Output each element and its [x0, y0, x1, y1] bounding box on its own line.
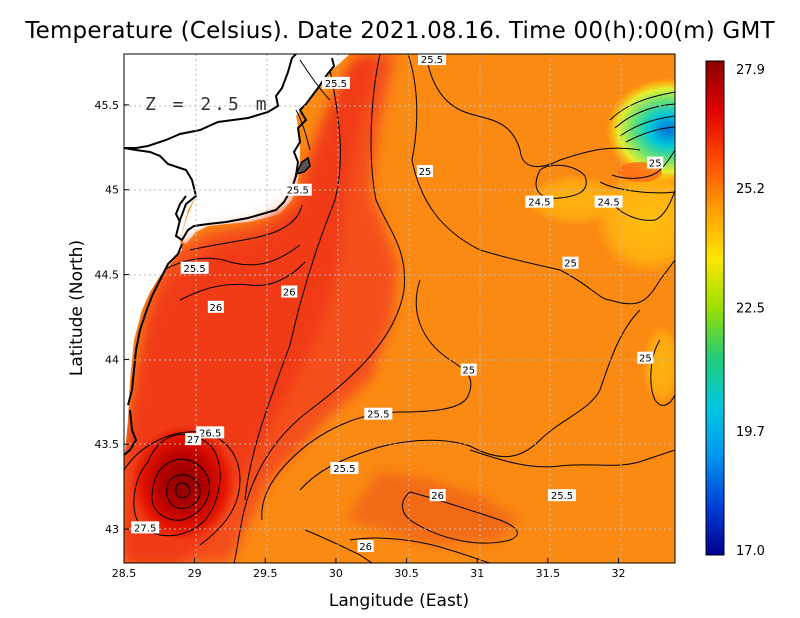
contour-label-bg	[460, 363, 477, 376]
colorbar-tick-label: 22.5	[736, 301, 765, 316]
contour-label-bg	[416, 165, 433, 178]
contour-label-bg	[637, 351, 654, 364]
contour-label: 24.5	[528, 198, 550, 209]
warm-tongue	[345, 470, 520, 545]
y-axis: 43 43.5 44 44.5 45 45.5	[95, 99, 129, 536]
contour-label-bg	[417, 54, 446, 66]
contour-label: 26	[431, 491, 444, 502]
contour-label: 26	[283, 288, 296, 299]
x-tick-label: 32	[611, 567, 625, 580]
contour-label: 25.5	[325, 79, 347, 90]
y-tick-label: 45.5	[95, 99, 120, 112]
x-tick-label: 30.5	[394, 567, 419, 580]
cool-patch-3	[642, 325, 675, 405]
contour-label: 25	[462, 366, 475, 377]
cold-eddy	[606, 78, 675, 182]
contour-label: 24.5	[597, 198, 619, 209]
contour-label: 26	[359, 542, 372, 553]
contour-label-bg	[283, 183, 312, 196]
x-tick-label: 31	[470, 567, 484, 580]
coastline-north	[124, 54, 297, 149]
colorbar-tick-label: 27.9	[736, 63, 765, 78]
delta-island	[294, 156, 311, 176]
contour-label-bg	[330, 461, 359, 474]
grid-lines	[124, 54, 675, 563]
contour-label: 25.5	[367, 410, 389, 421]
x-tick-label: 29.5	[253, 567, 278, 580]
lagoon-shore	[174, 195, 187, 223]
x-tick-label: 31.5	[536, 567, 561, 580]
plot-border	[123, 53, 676, 564]
colorbar-tick-label: 19.7	[736, 425, 765, 440]
contour-label-bg	[364, 407, 393, 420]
x-tick-label: 30	[329, 567, 343, 580]
contour-label-bg	[647, 156, 664, 169]
y-tick-label: 43	[105, 523, 119, 536]
contour-label-bg	[429, 489, 446, 502]
contour-label: 25.5	[551, 491, 573, 502]
depth-annotation: Z = 2.5 m	[145, 94, 270, 115]
x-axis-label: Langitude (East)	[329, 591, 469, 611]
contour-label-bg	[547, 489, 576, 502]
colorbar-tick-label: 17.0	[736, 544, 765, 559]
contour-label-bg	[525, 195, 554, 208]
contour-label: 25.5	[421, 55, 443, 66]
contour-label-bg	[281, 285, 298, 298]
contour-label: 25	[419, 167, 432, 178]
contour-label: 26	[209, 303, 222, 314]
coastline-main	[124, 57, 336, 242]
x-axis: 28.5 29 29.5 30 30.5 31 31.5 32	[112, 558, 625, 580]
contour-label: 25.5	[184, 264, 206, 275]
contour-label-bg	[180, 261, 209, 274]
contour-label-bg	[207, 300, 224, 313]
contour-label-bg	[594, 195, 623, 208]
y-tick-label: 45	[105, 184, 119, 197]
coastline-west	[127, 243, 183, 406]
contour-label: 25	[564, 259, 577, 270]
y-tick-label: 44.5	[95, 269, 120, 282]
contour-label: 26.5	[199, 428, 221, 439]
y-axis-label: Latitude (North)	[67, 240, 87, 376]
contour-label: 25	[649, 159, 662, 170]
contour-label: 25	[639, 354, 652, 365]
x-tick-label: 28.5	[112, 567, 137, 580]
temperature-field: 25.5 25.5 25 25.5 25 24.5 24.5 25 25.5 26 26 25 25 25…	[124, 54, 675, 563]
y-tick-label: 43.5	[95, 438, 120, 451]
contour-label-bg	[196, 426, 225, 439]
contour-label: 25.5	[333, 464, 355, 475]
colorbar	[705, 60, 725, 556]
contour-label: 25.5	[287, 186, 309, 197]
contour-label: 27	[187, 435, 200, 446]
contour-label-bg	[562, 256, 579, 269]
contour-label-bg	[357, 540, 374, 553]
contour-label-bg	[185, 433, 202, 446]
contour-labels: 25.5 25.5 25 25.5 25 24.5 24.5 25 25.5 26 26 25 25 25…	[131, 54, 664, 553]
chart-title: Temperature (Celsius). Date 2021.08.16. …	[25, 18, 775, 44]
cool-patch-2	[525, 175, 625, 225]
coastline-sw	[124, 409, 138, 456]
colorbar-ticks: 27.9 25.2 22.5 19.7 17.0	[736, 63, 765, 559]
contour-label-bg	[131, 521, 160, 534]
colorbar-tick-label: 25.2	[736, 182, 765, 197]
land-north	[124, 54, 292, 148]
contour-label: 27.5	[134, 523, 156, 534]
y-tick-label: 44	[105, 353, 119, 366]
x-tick-label: 29	[188, 567, 202, 580]
contour-label-bg	[321, 76, 350, 89]
